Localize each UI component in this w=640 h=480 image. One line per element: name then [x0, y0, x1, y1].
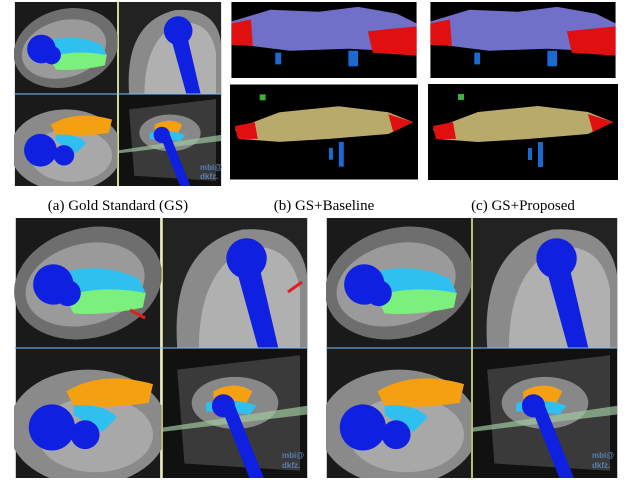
watermark: dkfz. — [592, 461, 610, 470]
panel-a: mbi@ dkfz. — [14, 2, 222, 186]
caption: (c) GS+Proposed — [471, 198, 575, 214]
panel-b — [230, 2, 418, 180]
bottom-right-grid: mbi@ dkfz. — [326, 218, 618, 478]
watermark: dkfz. — [200, 172, 218, 181]
watermark: mbi@ — [200, 163, 222, 172]
watermark: mbi@ — [282, 451, 304, 460]
caption: (b) GS+Baseline — [274, 198, 375, 214]
caption: (a) Gold Standard (GS) — [48, 198, 188, 214]
watermark: mbi@ — [592, 451, 614, 460]
panel-c — [428, 2, 618, 180]
watermark: dkfz. — [282, 461, 300, 470]
bottom-left-grid: mbi@ dkfz. — [14, 218, 308, 478]
